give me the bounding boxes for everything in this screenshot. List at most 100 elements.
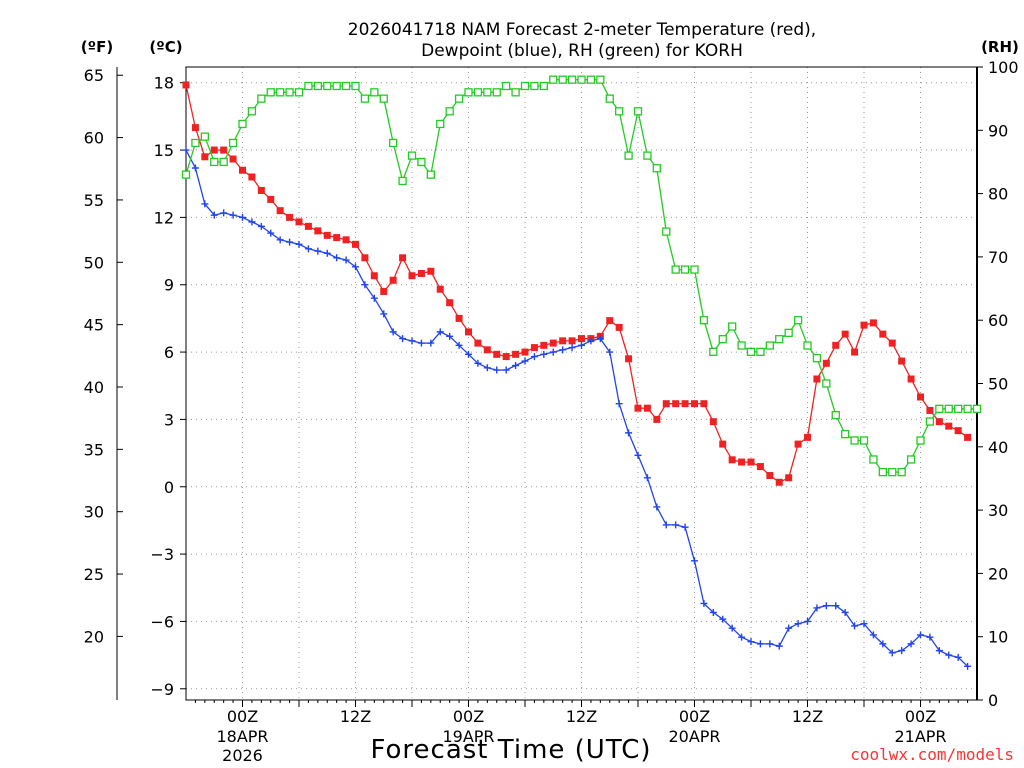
x-tick-label: 12Z — [340, 707, 371, 726]
rh-point — [841, 429, 850, 439]
dewpoint-point — [182, 146, 190, 154]
x-tick-date: 21APR — [894, 727, 946, 746]
rh-tick-label: 90 — [988, 121, 1008, 140]
dewpoint-point — [945, 651, 953, 659]
rh-point — [652, 164, 661, 173]
fahrenheit-tick-label: 55 — [84, 191, 104, 210]
dewpoint-point — [954, 653, 962, 661]
dewpoint-point — [549, 348, 557, 356]
fahrenheit-tick-label: 30 — [84, 503, 104, 522]
dewpoint-point — [709, 608, 717, 616]
x-tick-label: 00Z — [905, 707, 936, 726]
rh-point — [483, 88, 492, 97]
temperature-point — [314, 227, 322, 235]
rh-point — [530, 81, 539, 91]
temperature-point — [502, 353, 510, 361]
dewpoint-point — [220, 209, 228, 217]
celsius-tick-label: 9 — [164, 276, 174, 295]
dewpoint-point — [399, 335, 407, 343]
temperature-point — [248, 173, 256, 181]
temperature-point — [691, 400, 698, 408]
series-rh — [181, 75, 982, 477]
temperature-point — [945, 422, 953, 430]
rh-point — [323, 81, 332, 91]
rh-point — [558, 75, 567, 84]
temperature-point — [549, 339, 557, 347]
temperature-point — [860, 321, 868, 329]
dewpoint-point — [295, 240, 303, 248]
rh-point — [473, 88, 483, 97]
dewpoint-point — [672, 521, 680, 529]
rh-point — [709, 347, 718, 357]
dewpoint-point — [370, 294, 378, 302]
rh-point — [803, 341, 812, 350]
dewpoint-point — [304, 245, 312, 253]
temperature-point — [370, 272, 378, 280]
rh-point — [313, 81, 322, 91]
temperature-point — [954, 427, 962, 435]
temperature-point — [634, 404, 642, 412]
fahrenheit-tick-label: 65 — [84, 66, 104, 85]
temperature-point — [493, 350, 501, 358]
dewpoint-line — [185, 149, 969, 667]
series-temperature — [182, 81, 972, 486]
rh-point — [680, 265, 690, 274]
rh-point — [897, 467, 906, 477]
fahrenheit-tick-label: 50 — [84, 253, 104, 272]
rh-point — [360, 94, 370, 103]
rh-point — [671, 265, 680, 274]
dewpoint-point — [606, 348, 614, 356]
temperature-point — [323, 231, 331, 239]
temperature-point — [304, 222, 312, 230]
dewpoint-point — [775, 642, 783, 650]
rh-point — [954, 404, 963, 413]
rh-point — [389, 138, 398, 148]
temperature-point — [822, 359, 830, 367]
temperature-point — [898, 357, 906, 365]
temperature-point — [766, 472, 774, 480]
x-tick-date: 19APR — [442, 727, 494, 746]
dewpoint-point — [832, 602, 840, 610]
rh-point — [586, 75, 596, 84]
temperature-point — [794, 440, 802, 448]
rh-tick-label: 10 — [988, 628, 1008, 647]
rh-point — [925, 417, 935, 426]
temperature-point — [521, 348, 529, 356]
rh-tick-label: 30 — [988, 501, 1008, 520]
rh-point — [643, 151, 652, 160]
dewpoint-point — [935, 647, 943, 655]
temperature-point — [483, 346, 491, 354]
rh-point — [426, 170, 435, 179]
temperature-point — [625, 355, 633, 363]
dewpoint-point — [248, 218, 256, 226]
fahrenheit-tick-label: 35 — [84, 440, 104, 459]
celsius-tick-label: 0 — [164, 478, 174, 497]
temperature-line — [185, 84, 968, 484]
dewpoint-point — [851, 622, 859, 630]
rh-point — [266, 88, 275, 97]
rh-point — [624, 151, 633, 160]
dewpoint-point — [794, 620, 802, 628]
dewpoint-point — [483, 364, 491, 372]
temperature-point — [257, 186, 265, 194]
temperature-point — [417, 270, 425, 278]
fahrenheit-unit-label: (ºF) — [81, 38, 113, 56]
rh-point — [662, 227, 671, 236]
dewpoint-point — [521, 357, 529, 365]
dewpoint-point — [719, 615, 727, 623]
rh-tick-label: 0 — [988, 691, 998, 710]
dewpoint-point — [455, 341, 463, 349]
temperature-point — [568, 337, 576, 345]
rh-point — [972, 404, 982, 413]
temperature-point — [276, 207, 284, 215]
rh-point — [605, 94, 614, 103]
temperature-point — [361, 254, 369, 262]
dewpoint-point — [389, 328, 397, 336]
rh-point — [370, 88, 379, 97]
dewpoint-point — [352, 263, 359, 271]
chart-title-line-2: Dewpoint (blue), RH (green) for KORH — [421, 41, 743, 61]
x-tick-label: 12Z — [566, 707, 597, 726]
temperature-point — [747, 458, 755, 466]
dewpoint-point — [493, 366, 501, 374]
x-tick-date: 18APR — [216, 727, 268, 746]
